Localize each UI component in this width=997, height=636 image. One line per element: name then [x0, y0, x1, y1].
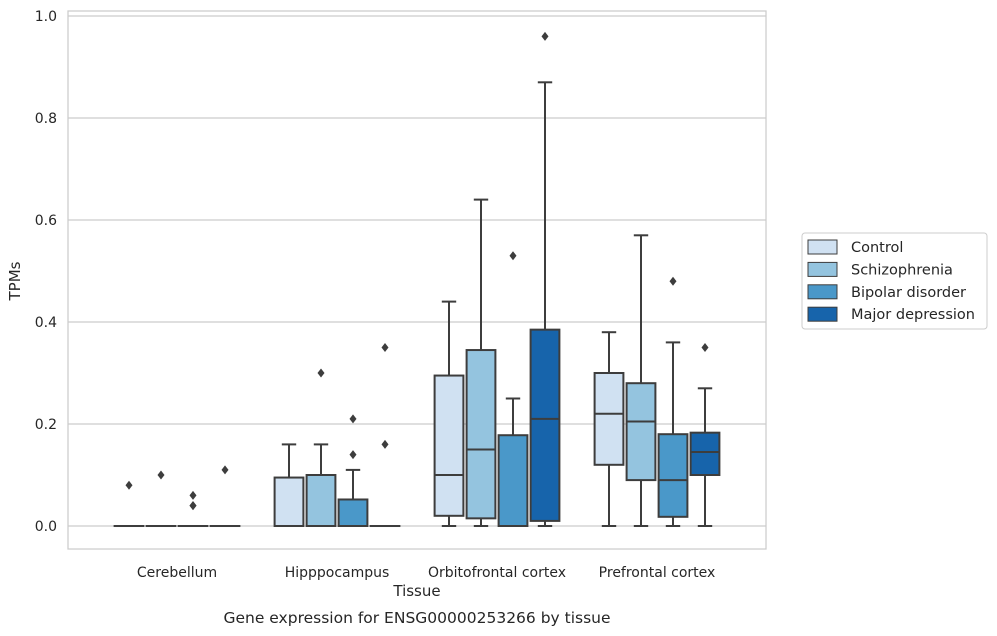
- plot-frame: [67, 10, 767, 550]
- outlier-point: [701, 343, 709, 352]
- box-schizophrenia: [465, 198, 497, 527]
- box-body: [305, 474, 337, 527]
- box-control: [273, 443, 305, 527]
- outlier-point: [541, 31, 549, 41]
- outlier-point: [317, 368, 325, 378]
- box-body: [465, 349, 497, 520]
- x-tick-labels: Cerebellum Hipppocampus Orbitofrontal cort…: [137, 565, 715, 581]
- legend-swatch: [807, 306, 838, 322]
- outlier-point: [669, 276, 677, 286]
- outlier-point: [157, 470, 165, 480]
- box-major-depression: [529, 31, 561, 527]
- outlier-point: [125, 480, 133, 490]
- legend-swatch: [807, 284, 838, 300]
- outlier-point: [381, 439, 389, 449]
- legend-item: Schizophrenia: [807, 261, 953, 278]
- legend-label: Control: [851, 240, 903, 256]
- legend-label: Schizophrenia: [851, 262, 953, 278]
- box-body: [657, 433, 689, 518]
- legend-label: Major depression: [851, 307, 975, 323]
- x-tick-label: Hipppocampus: [285, 565, 390, 581]
- legend-item: Bipolar disorder: [807, 284, 966, 301]
- legend-item: Control: [807, 239, 903, 256]
- y-tick-label: 0.8: [35, 111, 57, 127]
- boxes: [113, 31, 721, 528]
- box-bipolar-disorder: [177, 490, 209, 528]
- box-bipolar-disorder: [497, 251, 529, 527]
- outlier-point: [189, 490, 197, 500]
- legend: Control Schizophrenia Bipolar disorder Majo…: [801, 232, 988, 330]
- box-schizophrenia: [145, 470, 177, 528]
- y-tick-label: 0.0: [35, 519, 57, 535]
- legend-frame: [801, 232, 988, 330]
- box-body: [433, 374, 465, 517]
- x-axis-label: Tissue: [392, 582, 440, 600]
- outlier-point: [221, 465, 229, 475]
- box-bipolar-disorder: [657, 276, 689, 527]
- box-body: [529, 328, 561, 522]
- box-control: [433, 300, 465, 527]
- outlier-point: [349, 414, 357, 424]
- box-body: [593, 372, 625, 466]
- outlier-point: [189, 501, 197, 511]
- legend-label: Bipolar disorder: [851, 285, 966, 301]
- box-bipolar-disorder: [337, 414, 369, 528]
- outlier-point: [349, 450, 357, 460]
- y-tick-labels: 0.0 0.2 0.4 0.6 0.8 1.0: [35, 9, 57, 535]
- legend-swatch: [807, 239, 838, 255]
- x-tick-label: Orbitofrontal cortex: [428, 565, 566, 581]
- legend-item: Major depression: [807, 306, 975, 323]
- y-tick-label: 1.0: [35, 9, 57, 25]
- x-tick-label: Prefrontal cortex: [599, 565, 716, 581]
- x-tick-label: Cerebellum: [137, 565, 217, 581]
- box-major-depression: [689, 343, 721, 527]
- box-body: [273, 476, 305, 527]
- box-schizophrenia: [305, 368, 337, 527]
- gridlines: [68, 15, 766, 527]
- chart-caption: Gene expression for ENSG00000253266 by t…: [223, 609, 610, 627]
- box-major-depression: [209, 465, 241, 528]
- box-body: [337, 498, 369, 528]
- y-tick-label: 0.6: [35, 213, 57, 229]
- outlier-point: [381, 343, 389, 352]
- box-major-depression: [369, 343, 401, 528]
- y-axis-label: TPMs: [6, 261, 24, 301]
- box-body: [689, 431, 721, 477]
- legend-swatch: [807, 261, 838, 277]
- box-control: [113, 480, 145, 528]
- y-tick-label: 0.2: [35, 417, 57, 433]
- y-tick-label: 0.4: [35, 315, 57, 331]
- box-body: [497, 434, 529, 527]
- box-control: [593, 331, 625, 527]
- outlier-point: [509, 251, 517, 261]
- box-body: [625, 382, 657, 482]
- box-schizophrenia: [625, 234, 657, 527]
